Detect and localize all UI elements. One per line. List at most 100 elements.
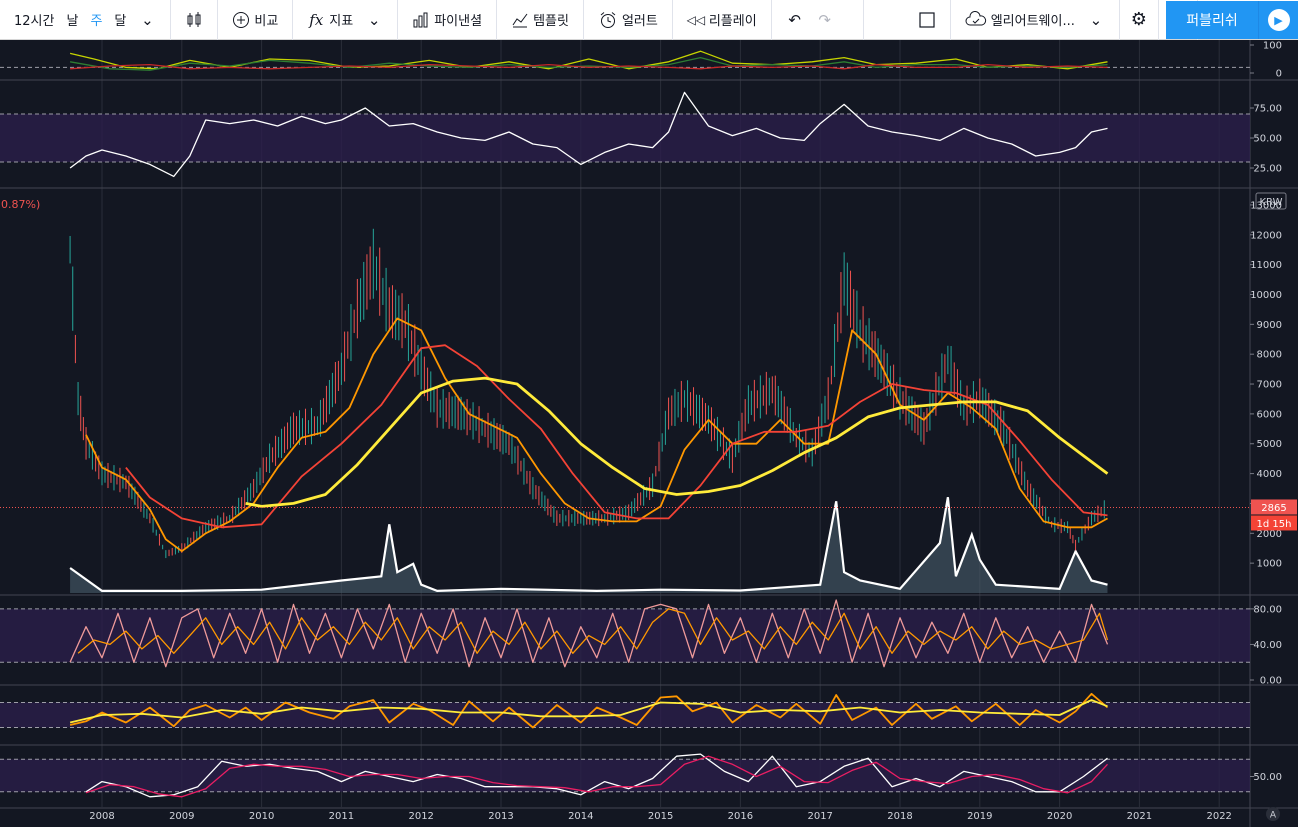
square-icon — [919, 11, 935, 28]
indicators-dropdown[interactable]: ⌄ — [359, 5, 389, 35]
layout-dropdown[interactable]: ⌄ — [1081, 5, 1111, 35]
undo-button[interactable]: ↶ — [780, 5, 810, 35]
layout-group — [864, 0, 951, 40]
chart-type-button[interactable] — [179, 5, 209, 35]
interval-button[interactable]: 12시간 — [8, 5, 60, 35]
chart-area[interactable]: 100075.0050.0025.00130001200011000100009… — [0, 40, 1298, 827]
layout-button[interactable] — [912, 5, 942, 35]
x-tick-label: 2010 — [249, 811, 274, 822]
last-price-tag — [1251, 499, 1297, 515]
price-tick-label: 2000 — [1257, 529, 1282, 540]
interval-dropdown[interactable]: ⌄ — [132, 5, 162, 35]
settings-group: ⚙ — [1120, 0, 1159, 40]
day-button[interactable]: 날 — [60, 5, 84, 35]
indicators-label: 지표 — [329, 14, 354, 29]
currency-box — [1255, 192, 1287, 210]
week-button[interactable]: 주 — [84, 5, 108, 35]
cloud-save-button[interactable]: 엘리어트웨이... — [959, 5, 1081, 35]
rewind-icon: ◁◁ — [686, 12, 706, 27]
rsi-panel-tick-label: 50.00 — [1253, 134, 1282, 145]
chart-type-group — [171, 0, 219, 40]
history-group: ↶ ↷ — [772, 0, 864, 40]
stoch-rsi-panel-tick-label: 40.00 — [1253, 640, 1282, 651]
x-tick-label: 2012 — [408, 811, 433, 822]
price-ma-fast-line — [85, 317, 1108, 553]
stoch-panel-tick-label: 50.00 — [1253, 772, 1282, 783]
price-tick-label: 7000 — [1257, 380, 1282, 391]
redo-button[interactable]: ↷ — [810, 5, 840, 35]
week-label: 주 — [90, 14, 103, 29]
chevron-down-icon: ⌄ — [141, 10, 154, 29]
chevron-down-icon: ⌄ — [1089, 10, 1103, 29]
rsi-panel-tick-label: 25.00 — [1253, 164, 1282, 175]
chart-background — [0, 40, 1298, 827]
play-icon: ▶ — [1267, 9, 1290, 31]
x-tick-label: 2016 — [728, 811, 753, 822]
month-button[interactable]: 달 — [108, 5, 132, 35]
x-tick-label: 2008 — [89, 811, 114, 822]
indicators-group: fx 지표 ⌄ — [293, 0, 399, 40]
cci-panel-cci-signal-line — [69, 699, 1108, 724]
day-label: 날 — [66, 14, 79, 29]
stoch-rsi-panel-tick-label: 0.00 — [1260, 676, 1282, 687]
layout-name-label: 엘리어트웨이... — [990, 14, 1075, 29]
price-tick-label: 6000 — [1257, 409, 1282, 420]
compare-button[interactable]: 비교 — [226, 5, 284, 35]
dmi-panel-di-minus-line — [70, 63, 1108, 70]
play-button[interactable]: ▶ — [1258, 1, 1298, 39]
indicators-button[interactable]: fx 지표 — [301, 5, 359, 35]
rsi-panel-band — [0, 114, 1250, 162]
price-tick-label: 1000 — [1257, 559, 1282, 570]
stoch-panel-k-line-line — [85, 753, 1108, 798]
alert-group: 얼러트 — [584, 0, 673, 40]
rsi-panel-tick-label: 75.00 — [1253, 104, 1282, 115]
pine-button[interactable]: 파이낸셜 — [406, 5, 488, 35]
x-tick-label: 2020 — [1047, 811, 1072, 822]
dmi-panel-tick-label: 0 — [1276, 69, 1282, 80]
x-tick-label: 2019 — [967, 811, 992, 822]
x-tick-label: 2009 — [169, 811, 194, 822]
alarm-clock-icon — [600, 11, 616, 28]
redo-icon: ↷ — [818, 10, 831, 29]
stoch-rsi-panel-k-line — [69, 599, 1109, 668]
x-tick-label: 2017 — [807, 811, 832, 822]
price-tick-label: 5000 — [1257, 439, 1282, 450]
price-tick-label: 4000 — [1257, 469, 1282, 480]
last-price-label: 2865 — [1261, 503, 1286, 514]
auto-scale-button[interactable] — [1266, 807, 1280, 821]
interval-label: 12시간 — [14, 14, 55, 29]
x-tick-label: 2014 — [568, 811, 593, 822]
candlestick-icon — [187, 11, 201, 27]
pine-label: 파이낸셜 — [434, 14, 483, 29]
compare-group: 비교 — [218, 0, 294, 40]
save-group: 엘리어트웨이... ⌄ — [951, 0, 1120, 40]
price-tick-label: 12000 — [1250, 230, 1282, 241]
x-tick-label: 2015 — [648, 811, 673, 822]
price-tick-label: 8000 — [1257, 350, 1282, 361]
function-icon: fx — [309, 10, 324, 29]
plus-circle-icon — [233, 11, 250, 28]
cloud-icon — [965, 10, 986, 25]
cci-panel-band — [0, 702, 1250, 728]
settings-button[interactable]: ⚙ — [1124, 5, 1154, 35]
x-tick-label: 2018 — [887, 811, 912, 822]
stoch-rsi-panel-band — [0, 608, 1250, 663]
cci-panel-cci-line — [69, 692, 1109, 729]
undo-icon: ↶ — [788, 10, 801, 29]
compare-label: 비교 — [254, 14, 279, 29]
price-tick-label: 10000 — [1250, 290, 1282, 301]
countdown-tag — [1251, 515, 1297, 531]
rsi-panel-rsi-line — [69, 91, 1108, 178]
stoch-panel-d-line-line — [85, 755, 1108, 798]
templates-button[interactable]: 템플릿 — [505, 5, 575, 35]
alert-button[interactable]: 얼러트 — [592, 5, 664, 35]
price-tick-label: 13000 — [1250, 200, 1282, 211]
stoch-rsi-panel-d-line — [77, 608, 1109, 654]
stoch-rsi-panel-tick-label: 80.00 — [1253, 604, 1282, 615]
replay-button[interactable]: ◁◁ 리플레이 — [681, 5, 763, 35]
price-ma-slow-line — [245, 376, 1109, 508]
publish-button[interactable]: 퍼블리쉬 — [1166, 1, 1258, 39]
templates-label: 템플릿 — [533, 14, 569, 29]
templates-group: 템플릿 — [497, 0, 584, 40]
x-tick-label: 2022 — [1206, 811, 1231, 822]
